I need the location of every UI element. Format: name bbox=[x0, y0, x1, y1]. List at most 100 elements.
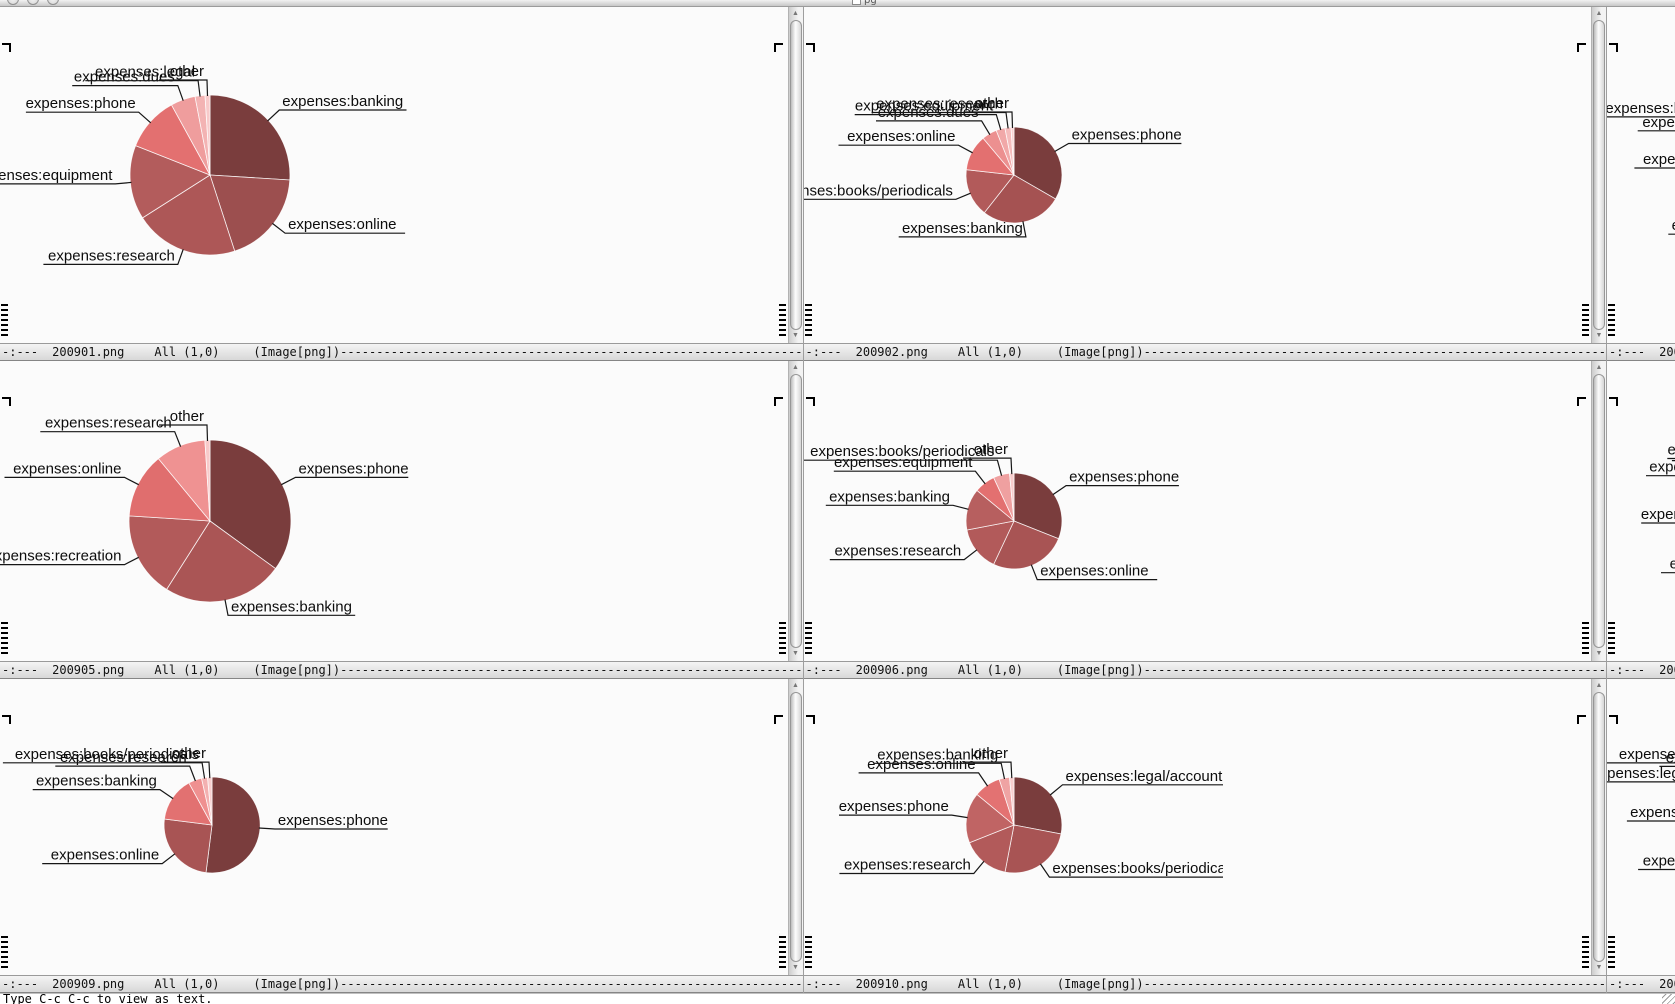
svg-text:expenses:online: expenses:online bbox=[847, 128, 955, 145]
svg-text:expenses:banking: expenses:banking bbox=[877, 746, 998, 763]
minimize-button[interactable] bbox=[27, 0, 39, 5]
modeline[interactable]: -:--- 200910.png All (1,0) (Image[png]) ----… bbox=[803, 975, 1606, 993]
scrollbar[interactable]: ▲ ▼ bbox=[787, 361, 803, 661]
scrollbar[interactable]: ▲ ▼ bbox=[1591, 679, 1606, 975]
modeline-mode: (Image[png]) bbox=[253, 977, 341, 991]
resize-grip-icon[interactable] bbox=[1662, 994, 1675, 1004]
close-button[interactable] bbox=[7, 0, 19, 5]
svg-text:expenses:phone: expenses:phone bbox=[278, 812, 388, 829]
svg-text:expenses:banking: expenses:banking bbox=[1649, 459, 1675, 476]
chart-pane[interactable]: expenses:phone expenses:online expenses:ba… bbox=[0, 679, 803, 975]
svg-text:expenses:phone: expenses:phone bbox=[1641, 506, 1675, 523]
svg-text:expenses:research: expenses:research bbox=[1643, 853, 1675, 870]
modeline-position: All (1,0) bbox=[154, 345, 220, 359]
scroll-down-icon[interactable]: ▼ bbox=[792, 650, 799, 657]
scroll-up-icon[interactable]: ▲ bbox=[1595, 682, 1603, 689]
scroll-down-icon[interactable]: ▼ bbox=[1595, 650, 1603, 657]
fringe-dashes-left-icon bbox=[1608, 936, 1615, 969]
svg-text:expenses:banking: expenses:banking bbox=[829, 488, 950, 505]
fringe-corner-left-icon bbox=[2, 397, 11, 406]
svg-text:expenses:research: expenses:research bbox=[60, 749, 187, 766]
svg-text:expenses:legal/accounting: expenses:legal/accounting bbox=[1065, 768, 1223, 785]
fringe-dashes-left-icon bbox=[804, 304, 812, 337]
svg-text:expenses:books/periodicals: expenses:books/periodicals bbox=[1619, 746, 1675, 763]
scroll-up-icon[interactable]: ▲ bbox=[792, 682, 799, 689]
scrollbar-thumb[interactable] bbox=[789, 20, 802, 330]
scrollbar-thumb[interactable] bbox=[1593, 692, 1605, 962]
modeline-dashes: ----------------------------------------… bbox=[1143, 345, 1606, 359]
pie-chart: expenses:phone expenses:online expenses:ba… bbox=[2, 745, 388, 874]
chart-pane[interactable]: expenses:phoneexpenses:equipmentexpenses… bbox=[1607, 7, 1675, 343]
scrollbar-thumb[interactable] bbox=[789, 374, 802, 648]
fringe-corner-right-icon bbox=[773, 397, 783, 406]
modeline[interactable]: -:--- 200905.png All (1,0) (Image[png]) ----… bbox=[0, 661, 803, 679]
scrollbar[interactable]: ▲ ▼ bbox=[1591, 7, 1606, 343]
svg-text:expenses:books/periodicals: expenses:books/periodicals bbox=[15, 746, 199, 763]
scroll-up-icon[interactable]: ▲ bbox=[1595, 364, 1603, 371]
modeline-prefix: -:--- bbox=[1609, 663, 1646, 677]
svg-text:other: other bbox=[973, 441, 1007, 458]
chart-pane[interactable]: expenses:phone expenses:banking expenses:r… bbox=[0, 361, 803, 661]
fringe-dashes-right-icon bbox=[778, 304, 786, 337]
svg-text:expenses:dues: expenses:dues bbox=[74, 69, 175, 86]
pie-chart: expenses:onlineexpenses:phoneexpenses:re… bbox=[1607, 746, 1675, 871]
modeline-prefix: -:--- bbox=[2, 977, 39, 991]
svg-text:expenses:banking: expenses:banking bbox=[901, 220, 1022, 237]
fringe-corner-left-icon bbox=[805, 43, 815, 52]
modeline-position: All (1,0) bbox=[957, 345, 1023, 359]
chart-pane[interactable]: expenses:banking expenses:online expenses:… bbox=[0, 7, 803, 343]
svg-text:expenses:software: expenses:software bbox=[1666, 749, 1675, 766]
svg-text:expenses:phone: expenses:phone bbox=[838, 798, 948, 815]
pie-chart: expenses:legal/accounting expenses:books/… bbox=[838, 745, 1223, 878]
scroll-up-icon[interactable]: ▲ bbox=[792, 10, 799, 17]
scrollbar-thumb[interactable] bbox=[789, 692, 802, 962]
chart-pane[interactable]: expenses:legal/accounting expenses:books/… bbox=[803, 679, 1606, 975]
fringe-corner-left-icon bbox=[805, 397, 815, 406]
modeline-filename: 200903.png bbox=[1659, 345, 1675, 359]
pie-chart: expenses:phoneexpenses:equipmentexpenses… bbox=[1607, 100, 1675, 235]
scroll-up-icon[interactable]: ▲ bbox=[792, 364, 799, 371]
svg-text:expenses:online: expenses:online bbox=[51, 847, 159, 864]
scrollbar[interactable]: ▲ ▼ bbox=[787, 679, 803, 975]
scroll-down-icon[interactable]: ▼ bbox=[1595, 964, 1603, 971]
chart-pane[interactable]: expenses:researchexpenses:books/periodic… bbox=[1607, 361, 1675, 661]
window-title: pg bbox=[852, 0, 877, 6]
chart-pane[interactable]: expenses:phone expenses:banking expenses:b… bbox=[803, 7, 1606, 343]
modeline[interactable]: -:--- 200902.png All (1,0) (Image[png]) ----… bbox=[803, 343, 1606, 361]
scrollbar-thumb[interactable] bbox=[1593, 374, 1605, 648]
scrollbar[interactable]: ▲ ▼ bbox=[1591, 361, 1606, 661]
svg-text:expenses:phone: expenses:phone bbox=[1071, 127, 1181, 144]
pie-chart: expenses:researchexpenses:books/periodic… bbox=[1641, 442, 1675, 574]
fringe-dashes-left-icon bbox=[1608, 304, 1615, 337]
scroll-down-icon[interactable]: ▼ bbox=[792, 332, 799, 339]
svg-text:expenses:online: expenses:online bbox=[1040, 563, 1148, 580]
svg-text:other: other bbox=[973, 745, 1007, 762]
zoom-button[interactable] bbox=[47, 0, 59, 5]
scroll-up-icon[interactable]: ▲ bbox=[1595, 10, 1603, 17]
scroll-down-icon[interactable]: ▼ bbox=[792, 964, 799, 971]
scroll-down-icon[interactable]: ▼ bbox=[1595, 332, 1603, 339]
svg-text:expenses:phone: expenses:phone bbox=[1069, 469, 1179, 486]
modeline-filename: 200902.png bbox=[855, 345, 928, 359]
fringe-corner-right-icon bbox=[1577, 397, 1586, 406]
echo-message: Type C-c C-c to view as text. bbox=[3, 993, 213, 1004]
modeline-prefix: -:--- bbox=[805, 663, 842, 677]
scrollbar-thumb[interactable] bbox=[1593, 20, 1605, 330]
modeline[interactable]: -:--- 200909.png All (1,0) (Image[png]) ----… bbox=[0, 975, 803, 993]
pie-chart: expenses:phone expenses:online expenses:re… bbox=[803, 441, 1179, 581]
modeline[interactable]: -:--- 200906.png All (1,0) (Image[png]) ----… bbox=[803, 661, 1606, 679]
modeline[interactable]: -:--- 200901.png All (1,0) (Image[png]) ----… bbox=[0, 343, 803, 361]
buffer-window: expenses:phoneexpenses:equipmentexpenses… bbox=[1607, 7, 1675, 361]
chart-pane[interactable]: expenses:onlineexpenses:phoneexpenses:re… bbox=[1607, 679, 1675, 975]
buffer-window: expenses:phone expenses:online expenses:re… bbox=[803, 361, 1607, 679]
fringe-corner-right-icon bbox=[1577, 715, 1586, 724]
echo-area[interactable]: Type C-c C-c to view as text. bbox=[0, 993, 1675, 1004]
scrollbar[interactable]: ▲ ▼ bbox=[787, 7, 803, 343]
fringe-corner-left-icon bbox=[2, 43, 11, 52]
chart-pane[interactable]: expenses:phone expenses:online expenses:re… bbox=[803, 361, 1606, 661]
buffer-window: expenses:researchexpenses:books/periodic… bbox=[1607, 361, 1675, 679]
svg-text:expenses:books/periodicals: expenses:books/periodicals bbox=[1052, 860, 1223, 877]
